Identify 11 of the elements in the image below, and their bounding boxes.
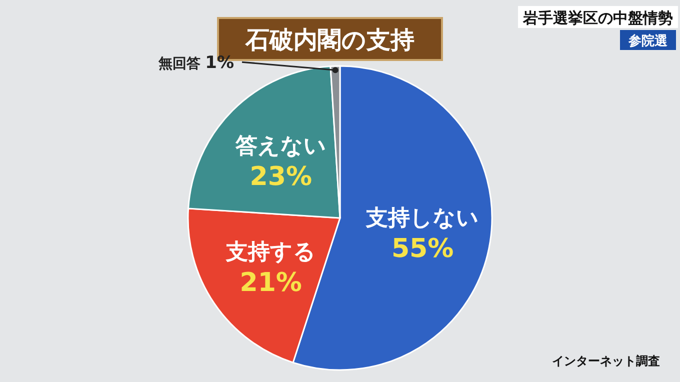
slice-label: 支持しない [365,206,480,232]
slice-label: 支持する [224,240,316,265]
data-label: 21% [240,268,302,298]
chart-title: 石破内閣の支持 [244,26,414,54]
slice-label: 無回答 [158,56,200,72]
text: 岩手選挙区の中盤情勢 [522,9,673,27]
data-label: 23% [250,162,312,192]
slice-label: 答えない [234,134,326,159]
text: インターネット調査 [552,354,660,368]
data-label: 55% [391,234,454,264]
text: 参院選 [628,33,668,49]
